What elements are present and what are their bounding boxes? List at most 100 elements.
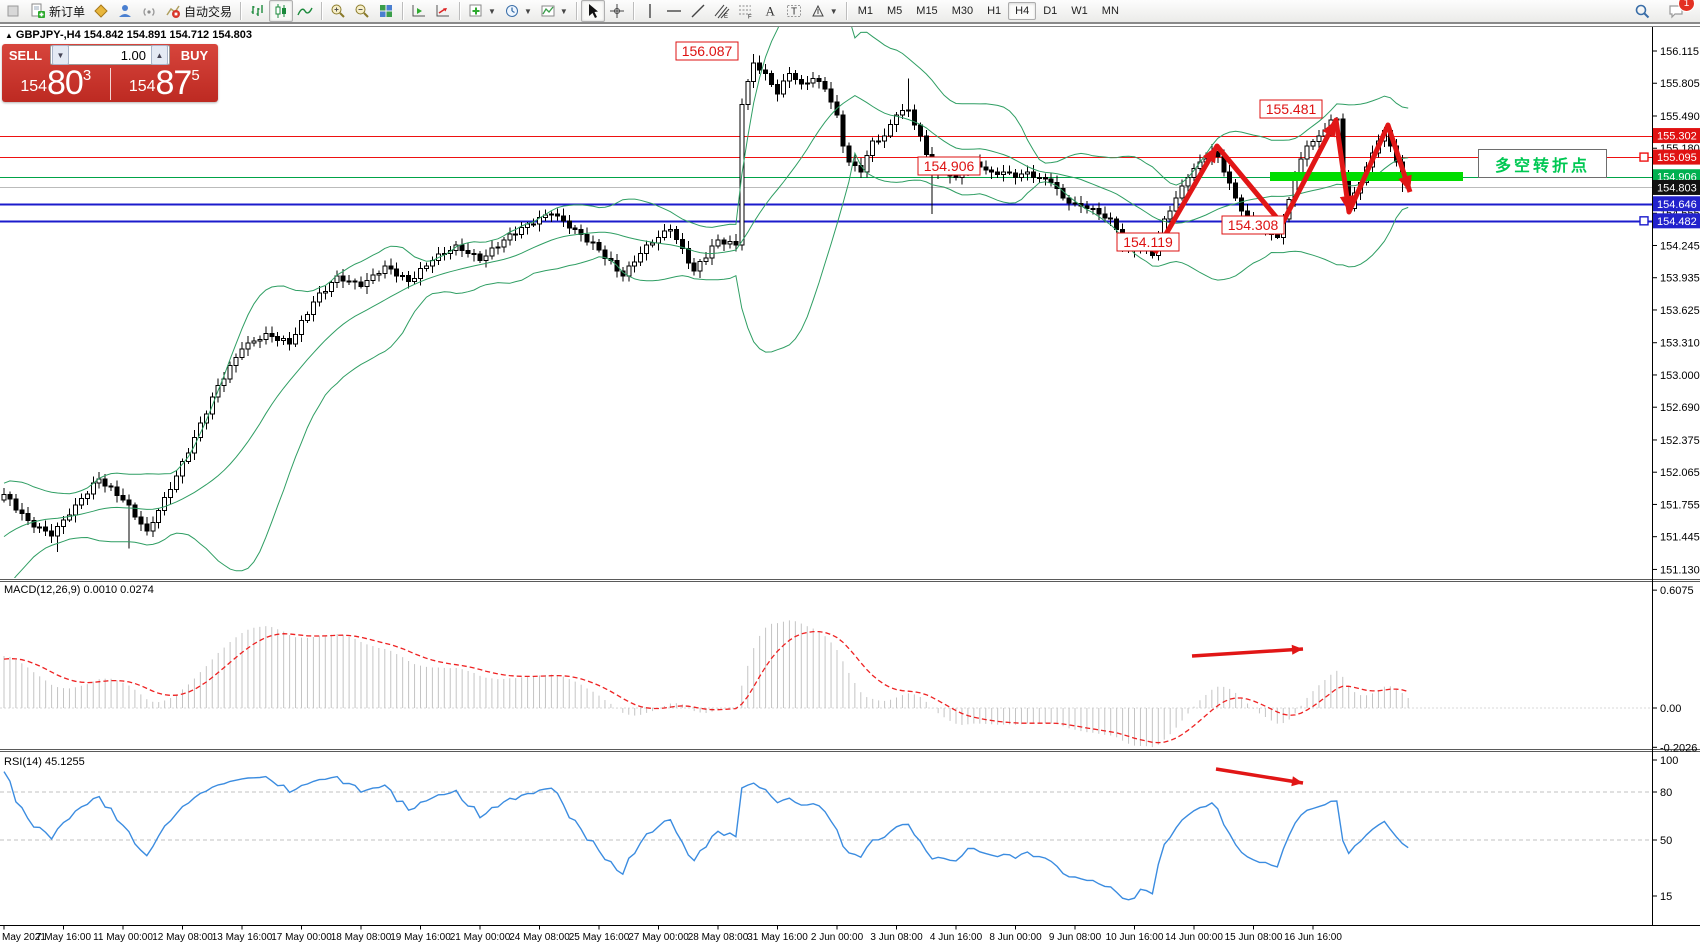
profile-icon[interactable] bbox=[113, 0, 137, 22]
time-tick-label: 10 Jun 16:00 bbox=[1106, 932, 1164, 943]
price-tick-label: 155.490 bbox=[1660, 111, 1700, 123]
notification-badge: 1 bbox=[1678, 0, 1695, 12]
timeframe-w1[interactable]: W1 bbox=[1071, 5, 1088, 17]
arrowhead-icon bbox=[1398, 174, 1412, 192]
time-tick-label: 14 Jun 00:00 bbox=[1165, 932, 1223, 943]
price-annotation-label[interactable]: 154.308 bbox=[1221, 215, 1285, 235]
macd-label: MACD(12,26,9) 0.0010 0.0274 bbox=[4, 584, 154, 596]
toolbar-separator bbox=[402, 2, 404, 20]
zoom-out-icon[interactable] bbox=[350, 0, 374, 22]
chart-shift-icon[interactable] bbox=[407, 0, 431, 22]
bull-bear-note-text: 多空转折点 bbox=[1494, 157, 1590, 175]
auto-trading-button-label: 自动交易 bbox=[184, 4, 233, 19]
time-tick-label: 11 May 00:00 bbox=[93, 932, 153, 943]
timeframe-h1[interactable]: H1 bbox=[987, 5, 1002, 17]
price-annotation-label[interactable]: 154.906 bbox=[917, 156, 981, 176]
buy-button[interactable]: BUY bbox=[180, 47, 209, 63]
rsi-label: RSI(14) 45.1255 bbox=[4, 756, 85, 768]
price-tick-label: 151.130 bbox=[1660, 564, 1700, 576]
volume-input[interactable]: ▼ 1.00 ▲ bbox=[50, 45, 170, 65]
candlesticks[interactable] bbox=[1, 53, 1411, 552]
price-axis: 156.115155.805155.490155.180154.555154.2… bbox=[1639, 46, 1700, 903]
arrowhead-icon bbox=[1322, 120, 1336, 138]
time-tick-label: 18 May 08:00 bbox=[331, 932, 392, 943]
toolbar-separator bbox=[240, 2, 242, 20]
main-toolbar: 新订单 自动交易 ▼ ▼ ▼ E F A T ▼ M1 M5 M15 M30 H1 H4 D1 W1 MN 1 bbox=[0, 0, 1700, 24]
drawn-annotations[interactable]: 156.087 154.906 154.119 154.308 155.481 bbox=[675, 41, 1463, 787]
channel-icon[interactable]: E bbox=[710, 0, 734, 22]
time-tick-label: May 2021 bbox=[2, 932, 46, 943]
period-icon[interactable]: ▼ bbox=[500, 0, 536, 22]
dropdown-caret-icon: ▼ bbox=[829, 6, 838, 16]
cursor-icon[interactable] bbox=[580, 0, 605, 22]
trendline-icon[interactable] bbox=[686, 0, 710, 22]
volume-value[interactable]: 1.00 bbox=[120, 47, 146, 63]
time-tick-label: 15 Jun 08:00 bbox=[1225, 932, 1283, 943]
timeframe-m1[interactable]: M1 bbox=[857, 5, 873, 17]
volume-increase-button[interactable]: ▲ bbox=[151, 45, 168, 65]
price-annotation-label[interactable]: 154.119 bbox=[1116, 232, 1180, 252]
toolbar-separator bbox=[321, 2, 323, 20]
timeframe-mn[interactable]: MN bbox=[1101, 5, 1119, 17]
price-marker-box bbox=[1653, 196, 1700, 212]
timeframe-d1[interactable]: D1 bbox=[1043, 5, 1058, 17]
symbol-info-line: ▲ GBPJPY-,H4 154.842 154.891 154.712 154.… bbox=[5, 29, 252, 41]
buy-price[interactable]: 154 87 5 bbox=[111, 66, 219, 102]
shapes-icon[interactable]: ▼ bbox=[806, 0, 842, 22]
price-marker-label: 154.646 bbox=[1657, 199, 1697, 211]
price-tick-label: 152.690 bbox=[1660, 402, 1700, 414]
text-icon[interactable]: A bbox=[758, 0, 782, 22]
arrowhead-icon bbox=[1339, 195, 1354, 212]
rsi-trend-arrow[interactable] bbox=[1215, 767, 1304, 785]
line-selection-handle[interactable] bbox=[1639, 216, 1649, 226]
macd-trend-arrow[interactable] bbox=[1191, 647, 1304, 658]
timeframe-m30[interactable]: M30 bbox=[951, 5, 974, 17]
auto-trading-button[interactable]: 自动交易 bbox=[161, 0, 236, 22]
template-icon[interactable]: ▼ bbox=[536, 0, 572, 22]
time-tick-label: 12 May 08:00 bbox=[152, 932, 213, 943]
price-annotation-label[interactable]: 156.087 bbox=[675, 41, 739, 61]
volume-decrease-button[interactable]: ▼ bbox=[52, 45, 69, 65]
buy-price-sup: 5 bbox=[191, 67, 200, 84]
dropdown-caret-icon: ▼ bbox=[559, 6, 568, 16]
price-tick-label: 153.625 bbox=[1660, 305, 1700, 317]
line-chart-icon[interactable] bbox=[293, 0, 317, 22]
time-tick-label: 28 May 08:00 bbox=[688, 932, 749, 943]
bar-chart-icon[interactable] bbox=[245, 0, 269, 22]
price-marker-label: 154.803 bbox=[1657, 182, 1697, 194]
price-marker-label: 155.095 bbox=[1657, 152, 1697, 164]
timeframe-m15[interactable]: M15 bbox=[916, 5, 938, 17]
add-indicator-icon[interactable]: ▼ bbox=[464, 0, 500, 22]
sell-price[interactable]: 154 80 3 bbox=[2, 66, 110, 102]
time-tick-label: 13 May 16:00 bbox=[212, 932, 273, 943]
crosshair-icon[interactable] bbox=[605, 0, 629, 22]
text-label-icon[interactable]: T bbox=[782, 0, 806, 22]
new-order-button[interactable]: 新订单 bbox=[26, 0, 89, 22]
timeframe-m5[interactable]: M5 bbox=[887, 5, 903, 17]
fibonacci-icon[interactable]: F bbox=[734, 0, 758, 22]
price-annotation-label[interactable]: 155.481 bbox=[1259, 99, 1323, 119]
chart-autoscroll-icon[interactable] bbox=[431, 0, 455, 22]
zoom-in-icon[interactable] bbox=[326, 0, 350, 22]
app-fragment-icon[interactable] bbox=[2, 0, 26, 22]
horizontal-line-icon[interactable] bbox=[662, 0, 686, 22]
pane-borders bbox=[0, 26, 1700, 926]
notifications-icon[interactable]: 1 bbox=[1664, 0, 1695, 22]
time-tick-label: 8 Jun 00:00 bbox=[989, 932, 1042, 943]
signal-icon[interactable] bbox=[137, 0, 161, 22]
vertical-line-icon[interactable] bbox=[638, 0, 662, 22]
candlestick-icon[interactable] bbox=[269, 0, 294, 22]
svg-text:156.087: 156.087 bbox=[682, 43, 733, 59]
rsi-tick-label: 15 bbox=[1660, 891, 1672, 903]
search-icon[interactable] bbox=[1630, 0, 1654, 22]
line-selection-handle[interactable] bbox=[1639, 152, 1649, 162]
market-watch-icon[interactable] bbox=[89, 0, 113, 22]
bull-bear-note[interactable]: 多空转折点 bbox=[1478, 149, 1607, 178]
price-marker-box bbox=[1653, 128, 1700, 144]
timeframe-h4[interactable]: H4 bbox=[1008, 2, 1037, 20]
tile-windows-icon[interactable] bbox=[374, 0, 398, 22]
sell-button[interactable]: SELL bbox=[8, 47, 43, 63]
price-tick-label: 151.755 bbox=[1660, 499, 1700, 511]
svg-text:154.119: 154.119 bbox=[1123, 234, 1173, 250]
